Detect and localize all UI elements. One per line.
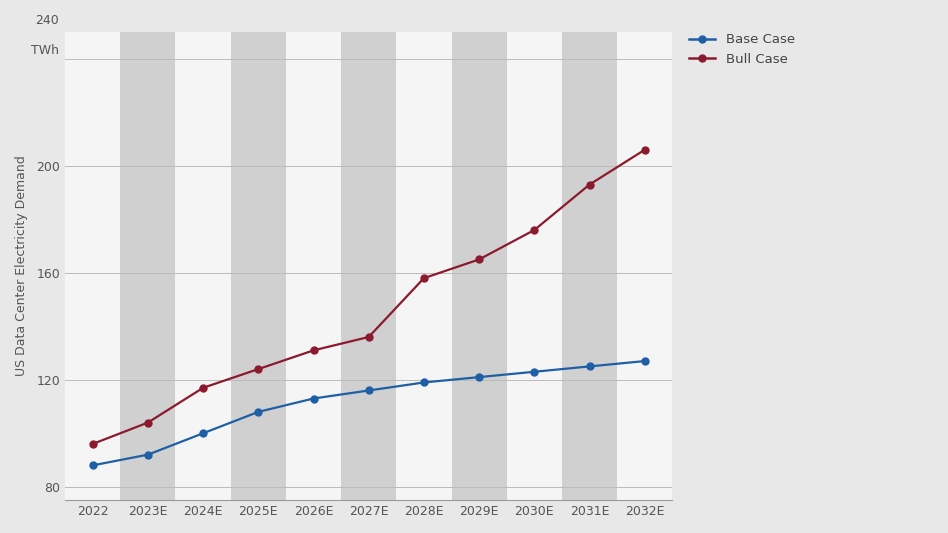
Line: Base Case: Base Case [89,358,648,469]
Base Case [142,451,154,458]
Base Case [308,395,319,402]
Legend: Base Case, Bull Case: Base Case, Bull Case [685,29,799,70]
Bull Case [584,181,595,188]
Bull Case [363,334,374,340]
Bull Case [308,347,319,353]
Line: Bull Case: Bull Case [89,147,648,447]
Bar [562,32,617,500]
Bar [451,32,507,500]
Text: TWh: TWh [31,44,59,57]
Bar [120,32,175,500]
Base Case [473,374,484,381]
Base Case [87,462,99,469]
Bull Case [529,227,540,233]
Base Case [197,430,209,437]
Base Case [639,358,650,364]
Bull Case [87,441,99,447]
Bull Case [252,366,264,372]
Bar [341,32,396,500]
Bar [230,32,286,500]
Base Case [529,368,540,375]
Bull Case [197,385,209,391]
Y-axis label: US Data Center Electricity Demand: US Data Center Electricity Demand [15,156,28,376]
Bull Case [142,419,154,426]
Text: 240: 240 [35,14,59,27]
Base Case [584,363,595,369]
Bull Case [418,275,429,281]
Bull Case [639,147,650,153]
Bull Case [473,256,484,263]
Base Case [252,409,264,415]
Base Case [363,387,374,394]
Base Case [418,379,429,386]
